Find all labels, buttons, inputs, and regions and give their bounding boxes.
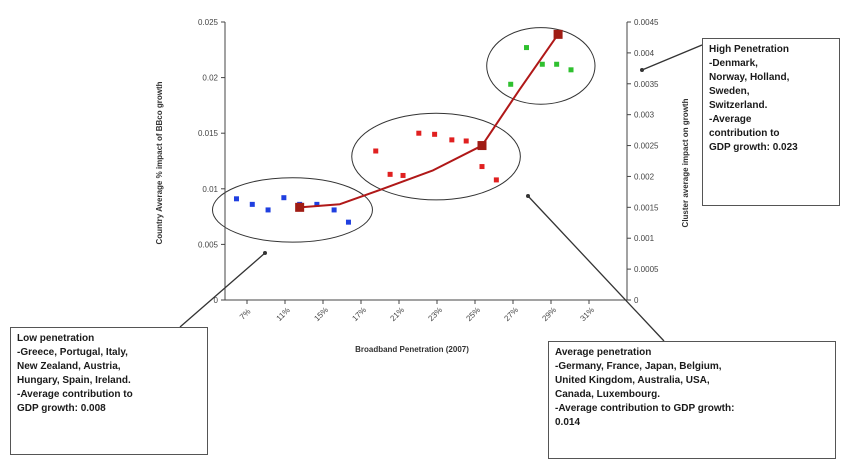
- x-tick-label: 15%: [312, 305, 330, 323]
- scatter-point: [345, 219, 351, 225]
- y-right-tick-label: 0.003: [634, 111, 655, 120]
- x-tick-label: 25%: [464, 305, 482, 323]
- scatter-point: [524, 45, 529, 51]
- callout-line: Average penetration: [555, 347, 652, 358]
- scatter-point: [387, 171, 393, 177]
- x-tick-label: 11%: [275, 306, 292, 323]
- x-tick-label: 7%: [238, 307, 253, 322]
- y-right-tick-label: 0.0035: [634, 80, 659, 89]
- scatter-point: [449, 137, 455, 143]
- scatter-point: [265, 207, 271, 213]
- scatter-point: [233, 196, 239, 202]
- cluster-ellipse: [351, 112, 521, 201]
- callout-line: -Average contribution to GDP growth:: [555, 403, 735, 414]
- y-right-tick-label: 0.0025: [634, 142, 659, 151]
- callout-connector: [527, 195, 665, 342]
- scatter-point: [479, 164, 485, 170]
- low-penetration-callout: Low penetration -Greece, Portugal, Italy…: [10, 327, 208, 455]
- callout-line: New Zealand, Austria,: [17, 361, 121, 372]
- scatter-point: [416, 130, 422, 136]
- scatter-point: [568, 67, 574, 73]
- x-tick-label: 29%: [540, 305, 558, 323]
- y-left-tick-label: 0: [214, 296, 219, 305]
- scatter-point: [539, 61, 545, 67]
- x-tick-label: 21%: [388, 305, 406, 323]
- x-tick-label: 27%: [502, 305, 520, 323]
- cluster-ellipse: [486, 27, 596, 105]
- y-left-axis-title: Country Average % impact of BBco growth: [155, 81, 164, 244]
- x-tick-label: 23%: [426, 305, 444, 323]
- y-right-tick-label: 0: [634, 296, 639, 305]
- scatter-point: [493, 177, 499, 183]
- callout-line: Hungary, Spain, Ireland.: [17, 375, 131, 386]
- cluster-average-marker: [477, 141, 487, 151]
- callout-line: GDP growth: 0.023: [709, 142, 798, 153]
- callout-line: Sweden,: [709, 86, 750, 97]
- callout-line: Canada, Luxembourg.: [555, 389, 661, 400]
- y-left-tick-label: 0.005: [198, 240, 219, 249]
- callout-line: -Average contribution to: [17, 389, 133, 400]
- y-left-tick-label: 0.025: [198, 18, 219, 27]
- scatter-point: [331, 207, 337, 213]
- y-left-tick-label: 0.02: [202, 74, 218, 83]
- y-right-tick-label: 0.0005: [634, 265, 659, 274]
- cluster-average-marker: [553, 29, 563, 39]
- callout-line: 0.014: [555, 417, 581, 428]
- callout-connector: [179, 252, 266, 328]
- scatter-point: [554, 61, 560, 67]
- average-penetration-callout: Average penetration -Germany, France, Ja…: [548, 341, 836, 459]
- high-penetration-callout: High Penetration -Denmark, Norway, Holla…: [702, 38, 840, 206]
- scatter-point: [281, 195, 287, 201]
- callout-connector-dot: [640, 68, 644, 72]
- scatter-point: [249, 201, 255, 207]
- callout-line: -Average: [709, 114, 752, 125]
- y-left-tick-label: 0.01: [202, 185, 218, 194]
- cluster-average-line: [299, 33, 559, 209]
- cluster-average-marker: [295, 202, 305, 212]
- x-tick-label: 17%: [350, 305, 368, 323]
- y-right-tick-label: 0.0045: [634, 18, 659, 27]
- scatter-point: [400, 172, 406, 178]
- callout-line: Norway, Holland,: [709, 72, 790, 83]
- callout-line: GDP growth: 0.008: [17, 403, 106, 414]
- callout-line: United Kingdom, Australia, USA,: [555, 375, 710, 386]
- scatter-point: [373, 148, 379, 154]
- callout-connector-dot: [263, 251, 267, 255]
- callout-line: Switzerland.: [709, 100, 768, 111]
- y-right-tick-label: 0.002: [634, 172, 655, 181]
- callout-line: -Greece, Portugal, Italy,: [17, 347, 128, 358]
- y-right-tick-label: 0.001: [634, 234, 655, 243]
- y-right-axis-title: Cluster average impact on growth: [681, 98, 690, 227]
- callout-line: -Denmark,: [709, 58, 758, 69]
- callout-line: High Penetration: [709, 44, 790, 55]
- scatter-point: [432, 131, 438, 137]
- callout-connector-dot: [526, 194, 530, 198]
- scatter-point: [508, 81, 514, 87]
- callout-line: Low penetration: [17, 333, 95, 344]
- scatter-point: [463, 138, 469, 144]
- x-axis-title: Broadband Penetration (2007): [355, 345, 469, 354]
- y-right-tick-label: 0.0015: [634, 203, 659, 212]
- y-left-tick-label: 0.015: [198, 129, 219, 138]
- callout-line: contribution to: [709, 128, 780, 139]
- cluster-ellipse: [211, 177, 373, 243]
- callout-connector: [641, 44, 703, 71]
- y-right-tick-label: 0.004: [634, 49, 655, 58]
- scatter-point: [314, 201, 320, 207]
- callout-line: -Germany, France, Japan, Belgium,: [555, 361, 722, 372]
- x-tick-label: 31%: [578, 305, 596, 323]
